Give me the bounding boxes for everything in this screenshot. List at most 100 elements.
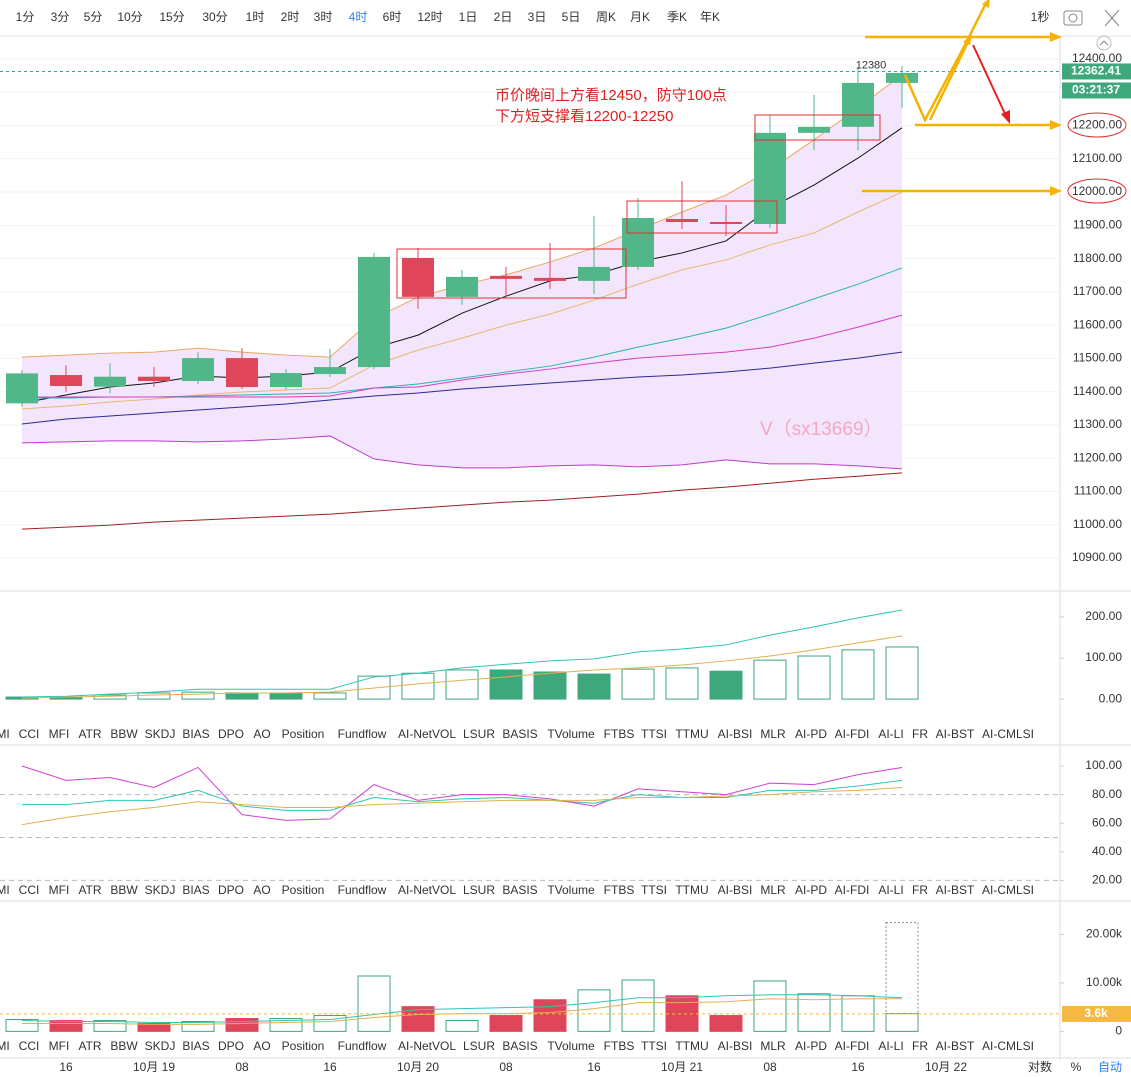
indicator-tab[interactable]: CCI bbox=[19, 1039, 40, 1053]
indicator-tab[interactable]: Fundflow bbox=[338, 1039, 387, 1053]
indicator-tab[interactable]: BIAS bbox=[182, 727, 209, 741]
timeframe-button[interactable]: 3日 bbox=[528, 10, 547, 24]
camera-icon[interactable] bbox=[1063, 10, 1083, 26]
timeframe-button[interactable]: 年K bbox=[700, 10, 720, 24]
timeframe-button[interactable]: 周K bbox=[596, 10, 616, 24]
indicator-tab[interactable]: AI-CMLSI bbox=[982, 883, 1034, 897]
timeframe-button[interactable]: 月K bbox=[630, 10, 650, 24]
indicator-tab[interactable]: LSUR bbox=[463, 727, 495, 741]
indicator-tab[interactable]: FTBS bbox=[604, 883, 635, 897]
indicator-tab[interactable]: MFI bbox=[49, 1039, 70, 1053]
indicator-tab[interactable]: SKDJ bbox=[145, 883, 176, 897]
indicator-tab[interactable]: AI-NetVOL bbox=[398, 883, 456, 897]
indicator-tab[interactable]: AI-FDI bbox=[835, 727, 870, 741]
indicator-tab[interactable]: MI bbox=[0, 883, 10, 897]
indicator-tab[interactable]: TTSI bbox=[641, 727, 667, 741]
log-toggle[interactable]: 对数 bbox=[1028, 1059, 1052, 1074]
timeframe-button[interactable]: 10分 bbox=[117, 10, 142, 24]
indicator-tab[interactable]: AI-BSI bbox=[718, 883, 753, 897]
indicator-tab[interactable]: BBW bbox=[110, 1039, 138, 1053]
indicator-tab[interactable]: AI-CMLSI bbox=[982, 727, 1034, 741]
timeframe-button[interactable]: 1时 bbox=[246, 10, 265, 24]
indicator-tab[interactable]: FR bbox=[912, 1039, 928, 1053]
indicator-tab[interactable]: AI-NetVOL bbox=[398, 727, 456, 741]
indicator-tab[interactable]: BASIS bbox=[502, 1039, 537, 1053]
timeframe-button[interactable]: 12时 bbox=[417, 10, 442, 24]
indicator-tab[interactable]: MFI bbox=[49, 883, 70, 897]
timeframe-button[interactable]: 3时 bbox=[314, 10, 333, 24]
indicator-tab[interactable]: CCI bbox=[19, 727, 40, 741]
indicator-tab[interactable]: FR bbox=[912, 727, 928, 741]
indicator-tab[interactable]: DPO bbox=[218, 727, 244, 741]
indicator-tab[interactable]: MFI bbox=[49, 727, 70, 741]
indicator-tab[interactable]: BASIS bbox=[502, 883, 537, 897]
indicator-tab[interactable]: AI-LI bbox=[878, 883, 903, 897]
timeframe-button[interactable]: 2时 bbox=[281, 10, 300, 24]
timeframe-button[interactable]: 5日 bbox=[562, 10, 581, 24]
indicator-tab[interactable]: DPO bbox=[218, 1039, 244, 1053]
indicator-tab[interactable]: Position bbox=[282, 727, 325, 741]
timeframe-button[interactable]: 4时 bbox=[349, 10, 368, 24]
indicator-tab[interactable]: BBW bbox=[110, 883, 138, 897]
indicator-tab[interactable]: ATR bbox=[78, 883, 101, 897]
indicator-tab[interactable]: AI-BST bbox=[936, 883, 975, 897]
timeframe-button[interactable]: 15分 bbox=[159, 10, 184, 24]
percent-toggle[interactable]: % bbox=[1071, 1060, 1082, 1074]
indicator-tab[interactable]: AI-BSI bbox=[718, 1039, 753, 1053]
timeframe-button[interactable]: 1分 bbox=[16, 10, 35, 24]
indicator-tab[interactable]: TVolume bbox=[547, 883, 595, 897]
indicator-tab[interactable]: SKDJ bbox=[145, 727, 176, 741]
indicator-tab[interactable]: TTSI bbox=[641, 1039, 667, 1053]
refresh-rate[interactable]: 1秒 bbox=[1031, 10, 1050, 24]
timeframe-button[interactable]: 1日 bbox=[459, 10, 478, 24]
indicator-tab[interactable]: DPO bbox=[218, 883, 244, 897]
indicator-tab[interactable]: ATR bbox=[78, 727, 101, 741]
indicator-tab[interactable]: FTBS bbox=[604, 727, 635, 741]
indicator-tab[interactable]: AI-LI bbox=[878, 727, 903, 741]
indicator-tab[interactable]: AI-PD bbox=[795, 883, 827, 897]
timeframe-button[interactable]: 3分 bbox=[51, 10, 70, 24]
indicator-tab[interactable]: MI bbox=[0, 727, 10, 741]
indicator-tab[interactable]: MLR bbox=[760, 1039, 786, 1053]
indicator-tab[interactable]: TTSI bbox=[641, 883, 667, 897]
indicator-tab[interactable]: AI-BST bbox=[936, 1039, 975, 1053]
indicator-tab[interactable]: AI-PD bbox=[795, 1039, 827, 1053]
indicator-tab[interactable]: AI-FDI bbox=[835, 1039, 870, 1053]
indicator-tab[interactable]: TVolume bbox=[547, 727, 595, 741]
indicator-tab[interactable]: FR bbox=[912, 883, 928, 897]
expand-icon[interactable] bbox=[1104, 9, 1120, 27]
indicator-tab[interactable]: Position bbox=[282, 1039, 325, 1053]
indicator-tab[interactable]: AI-FDI bbox=[835, 883, 870, 897]
collapse-icon[interactable] bbox=[1096, 35, 1112, 51]
indicator-tab[interactable]: TVolume bbox=[547, 1039, 595, 1053]
timeframe-button[interactable]: 5分 bbox=[84, 10, 103, 24]
indicator-tab[interactable]: MLR bbox=[760, 883, 786, 897]
indicator-tab[interactable]: AO bbox=[253, 883, 270, 897]
timeframe-button[interactable]: 2日 bbox=[494, 10, 513, 24]
indicator-tab[interactable]: AI-PD bbox=[795, 727, 827, 741]
indicator-tab[interactable]: AI-CMLSI bbox=[982, 1039, 1034, 1053]
timeframe-button[interactable]: 6时 bbox=[383, 10, 402, 24]
indicator-tab[interactable]: BIAS bbox=[182, 883, 209, 897]
indicator-tab[interactable]: BASIS bbox=[502, 727, 537, 741]
indicator-tab[interactable]: Fundflow bbox=[338, 727, 387, 741]
timeframe-button[interactable]: 季K bbox=[667, 10, 687, 24]
indicator-tab[interactable]: TTMU bbox=[675, 1039, 708, 1053]
indicator-tab[interactable]: AO bbox=[253, 1039, 270, 1053]
indicator-tab[interactable]: CCI bbox=[19, 883, 40, 897]
timeframe-button[interactable]: 30分 bbox=[202, 10, 227, 24]
auto-toggle[interactable]: 自动 bbox=[1098, 1060, 1122, 1074]
indicator-tab[interactable]: FTBS bbox=[604, 1039, 635, 1053]
indicator-tab[interactable]: AI-NetVOL bbox=[398, 1039, 456, 1053]
indicator-tab[interactable]: AO bbox=[253, 727, 270, 741]
indicator-tab[interactable]: SKDJ bbox=[145, 1039, 176, 1053]
indicator-tab[interactable]: BIAS bbox=[182, 1039, 209, 1053]
indicator-tab[interactable]: Position bbox=[282, 883, 325, 897]
indicator-tab[interactable]: TTMU bbox=[675, 727, 708, 741]
indicator-tab[interactable]: AI-LI bbox=[878, 1039, 903, 1053]
indicator-tab[interactable]: Fundflow bbox=[338, 883, 387, 897]
indicator-tab[interactable]: AI-BST bbox=[936, 727, 975, 741]
indicator-tab[interactable]: LSUR bbox=[463, 1039, 495, 1053]
indicator-tab[interactable]: AI-BSI bbox=[718, 727, 753, 741]
indicator-tab[interactable]: BBW bbox=[110, 727, 138, 741]
